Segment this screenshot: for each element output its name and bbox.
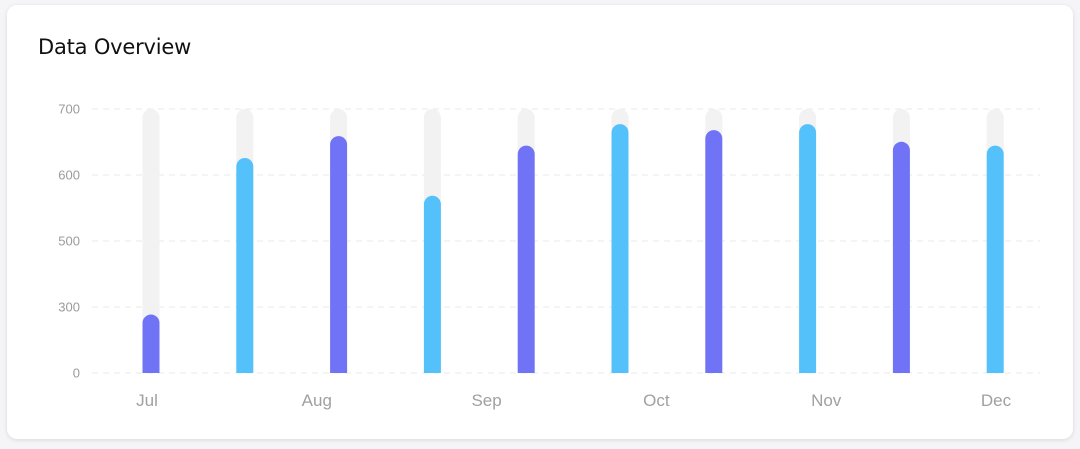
bar[interactable] <box>799 124 817 373</box>
x-tick-label: Nov <box>811 391 842 410</box>
bar[interactable] <box>517 145 535 373</box>
bar[interactable] <box>330 136 348 373</box>
bar[interactable] <box>142 314 160 373</box>
y-tick-label: 0 <box>73 366 80 381</box>
card-title: Data Overview <box>38 35 192 59</box>
x-tick-label: Sep <box>471 391 501 410</box>
bar-track <box>142 109 160 373</box>
y-tick-label: 700 <box>58 102 80 117</box>
x-tick-label: Jul <box>136 391 158 410</box>
bar[interactable] <box>423 195 441 373</box>
bar[interactable] <box>986 145 1004 373</box>
y-tick-label: 600 <box>58 168 80 183</box>
bar[interactable] <box>892 141 910 373</box>
y-tick-label: 500 <box>58 234 80 249</box>
x-tick-label: Dec <box>981 391 1012 410</box>
x-tick-label: Oct <box>643 391 670 410</box>
bar[interactable] <box>611 124 629 373</box>
x-tick-label: Aug <box>302 391 332 410</box>
bar[interactable] <box>236 158 254 373</box>
y-tick-label: 300 <box>58 300 80 315</box>
bar[interactable] <box>705 130 723 373</box>
